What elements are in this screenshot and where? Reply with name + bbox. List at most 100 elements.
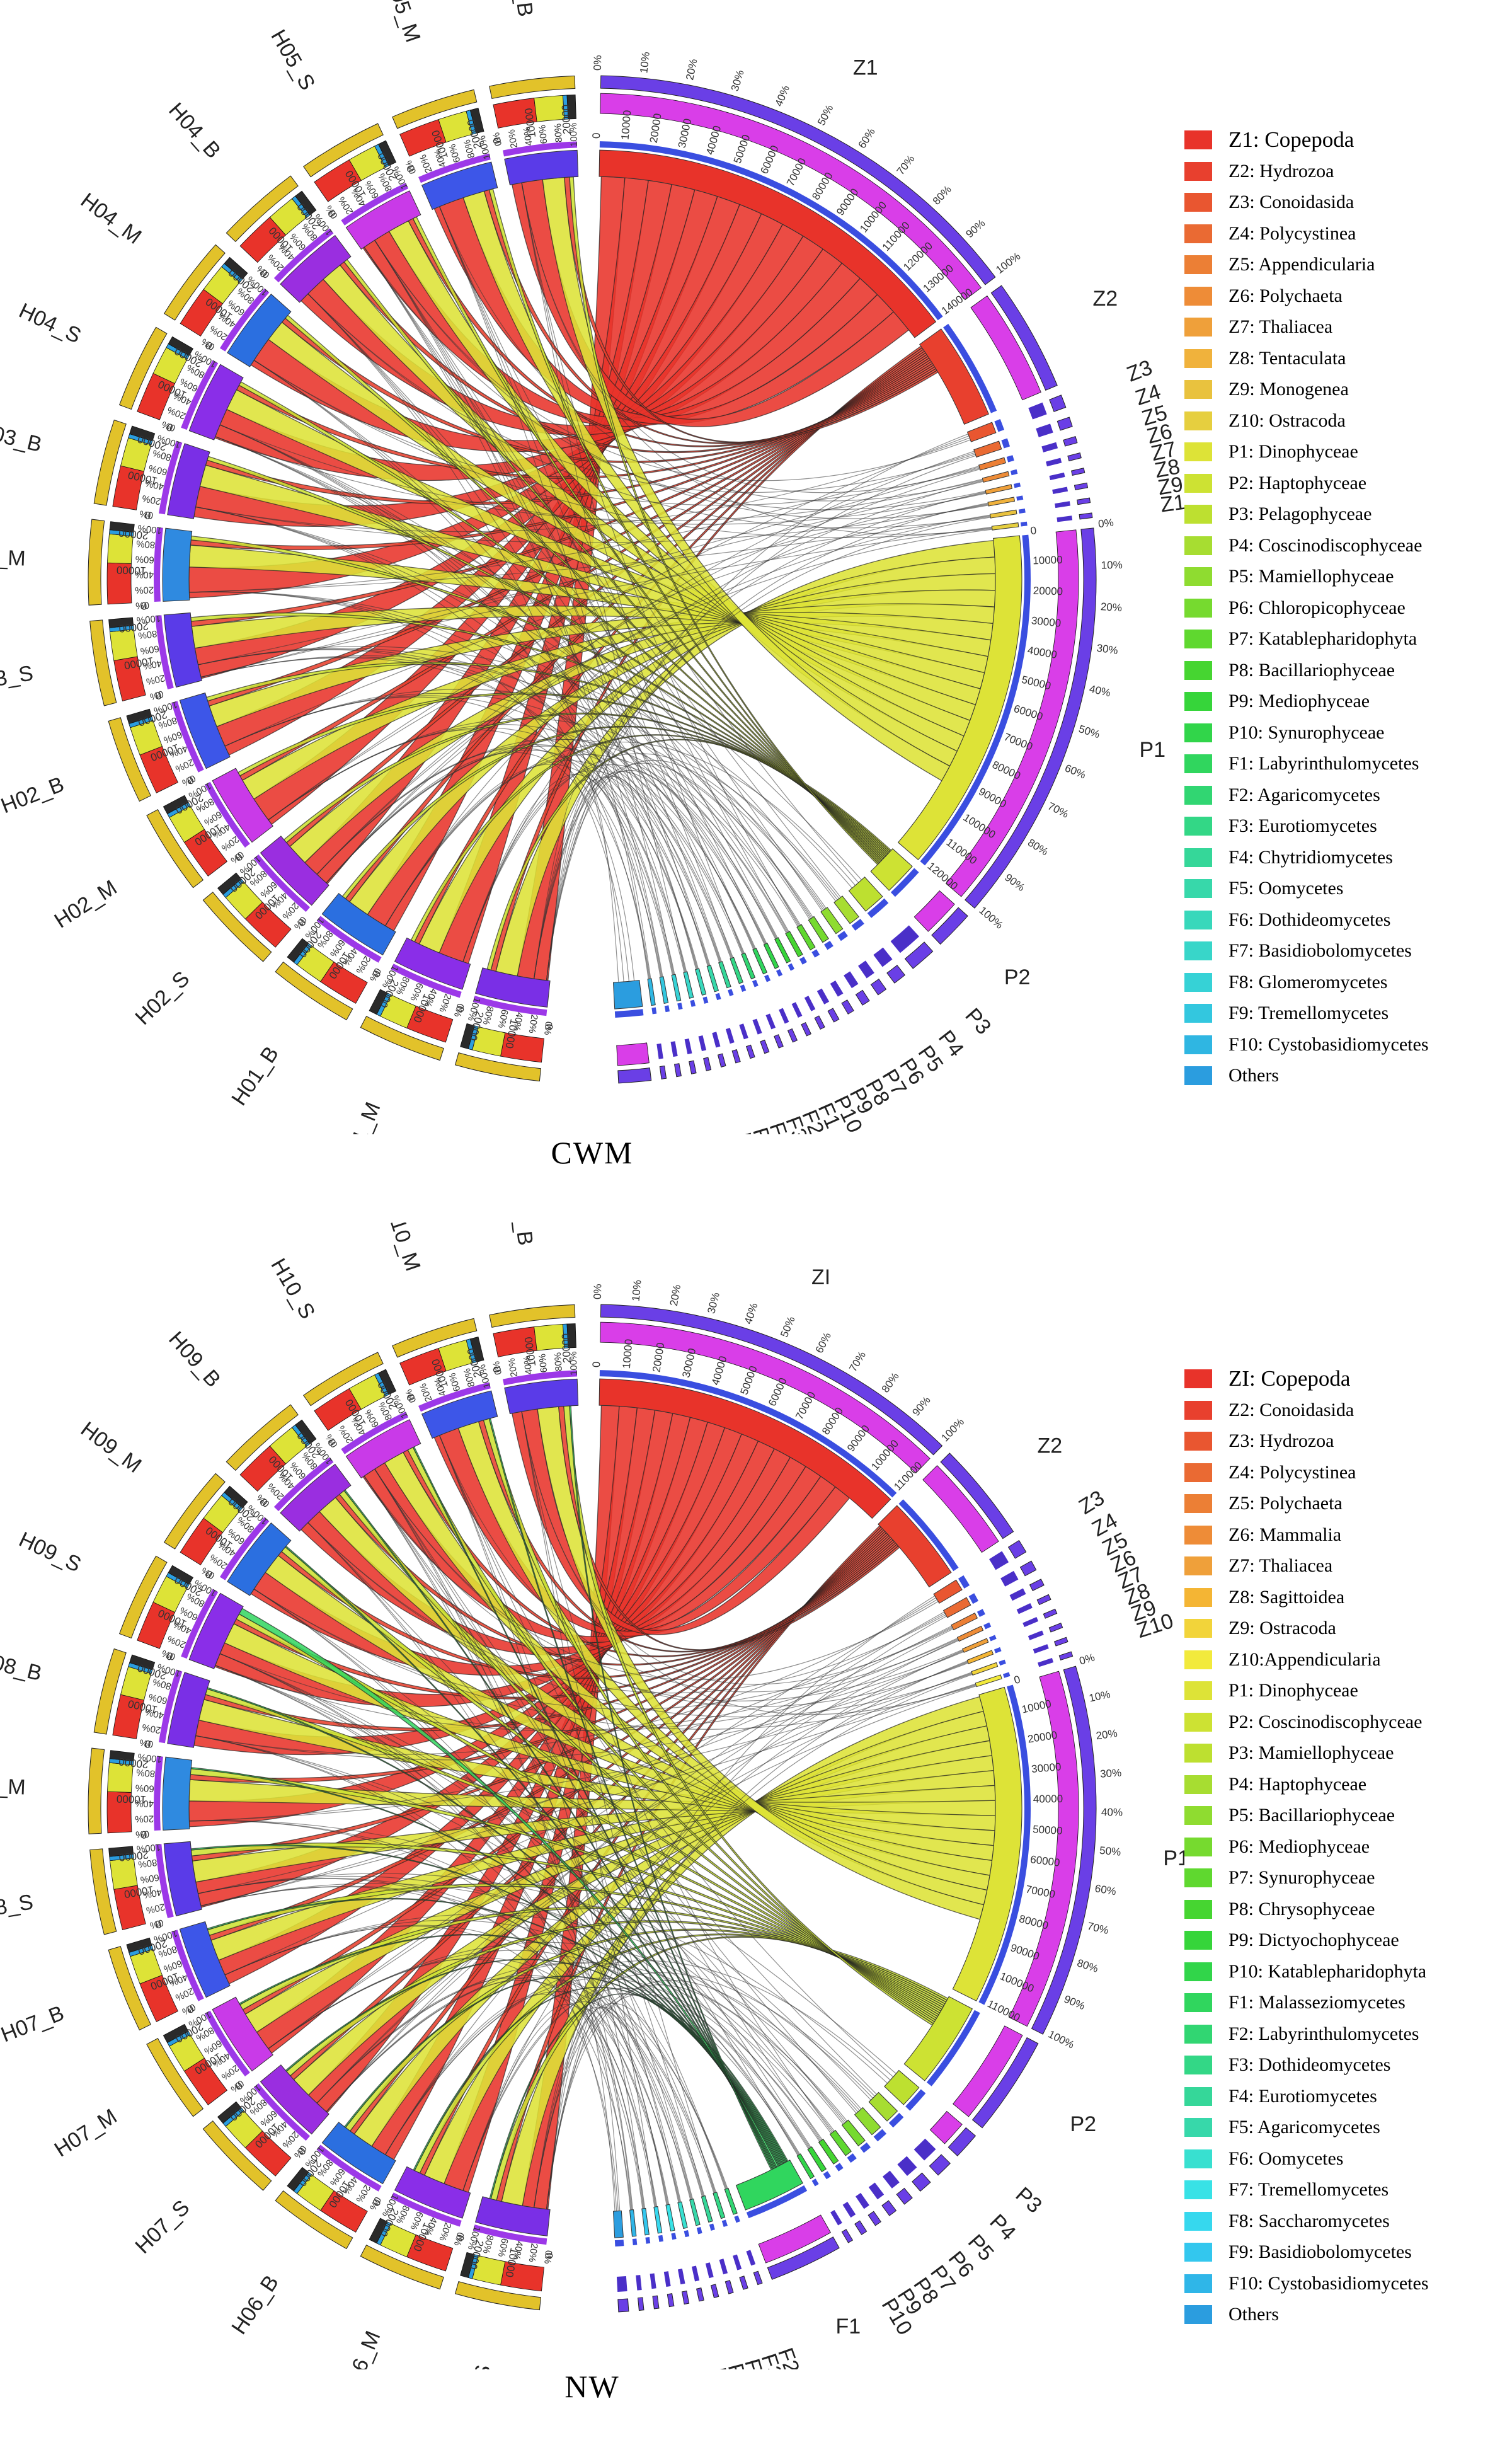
group-label-h08-s: H08_S [0, 1890, 35, 1924]
arc-band-p8 [799, 957, 807, 965]
tick-h10-b-2: 20000 [559, 1333, 573, 1363]
pct-band-z9 [1077, 497, 1091, 505]
group-label-z2: Z2 [1092, 287, 1118, 311]
taxon-stack-p10 [791, 1002, 803, 1018]
chord-line-z9 [189, 1672, 972, 1822]
taxon-stack-f8 [684, 1038, 692, 1054]
pct-band-p10 [841, 2229, 854, 2243]
arc-band-z8 [994, 1647, 1002, 1654]
pct-tick-h10-m-3: 60% [447, 1371, 462, 1393]
legend-item-f5: F5: Oomycetes [1184, 876, 1512, 901]
arc-band-z9 [1018, 508, 1026, 514]
arc-band-h04-m [219, 288, 270, 352]
chord-line-z6 [215, 1638, 958, 1732]
pct-tick-h06-s-4: 80% [481, 2234, 496, 2255]
tick-h03-b-0: 0 [144, 509, 152, 522]
group-label-h09-m: H09_M [76, 1417, 146, 1478]
pct-band-others [617, 1067, 652, 1084]
pct-band-h06-m [360, 2245, 444, 2290]
arc-band-p8 [835, 2163, 844, 2172]
chord-line-p3 [438, 206, 859, 883]
pct-tick-h04-s-1: 20% [166, 404, 187, 421]
chord-line-others [374, 1468, 616, 2212]
arc-band-p10 [776, 969, 783, 977]
arc-band-h05-m [418, 153, 491, 183]
pct-tick-h03-m-0: 0% [135, 599, 150, 611]
arc-f2 [741, 952, 756, 980]
arc-z3 [933, 1579, 963, 1604]
tick-z1-1: 10000 [619, 110, 634, 141]
taxon-stack-zi [600, 1321, 931, 1474]
arc-p3 [884, 2069, 920, 2105]
legend-swatch [1184, 785, 1212, 805]
chord-line-z3 [268, 1597, 936, 2049]
chord-line-p7 [253, 1589, 834, 2132]
arc-band-f2 [734, 2215, 740, 2223]
taxon-stack-p4 [914, 2138, 936, 2161]
pct-band-h04-m [163, 244, 226, 321]
pct-band-z7 [1043, 1608, 1058, 1619]
pct-tick-p1-4: 40% [1101, 1806, 1123, 1818]
pct-tick-z1-9: 90% [910, 1394, 932, 1418]
pct-tick-z1-2: 20% [684, 58, 699, 81]
arc-band-f6 [684, 2229, 690, 2238]
taxon-stack-z4 [1000, 1570, 1019, 1587]
chord-line-z6 [198, 481, 983, 665]
chord-line-p3 [385, 741, 856, 926]
pct-band-z2 [940, 1453, 1014, 1539]
arc-h03-s [163, 612, 202, 688]
arc-band-h01-b [316, 916, 382, 963]
legend-label: P10: Synurophyceae [1228, 722, 1385, 743]
legend-swatch [1184, 630, 1212, 648]
legend-item-p8: P8: Bacillariophyceae [1184, 658, 1512, 683]
legend-label: ZI: Copepoda [1228, 1366, 1351, 1391]
pct-tick-h10-s-0: 0% [323, 1432, 340, 1450]
pct-tick-h08-b-2: 40% [144, 1706, 165, 1721]
chord-line-f7 [189, 1820, 669, 2205]
legend-label: Others [1228, 2304, 1279, 2325]
pct-band-p1 [965, 527, 1097, 909]
legend-swatch [1184, 2211, 1212, 2231]
chord-diagram-nw: ZIZ2Z3Z4Z5Z6Z7Z8Z9Z10P1P2P3P4P5P6P7P8P9P… [0, 1222, 1184, 2369]
group-label-h09-b: H09_B [164, 1327, 225, 1392]
chord-line-z8 [195, 1662, 968, 1761]
chord-line-z6 [438, 206, 983, 502]
taxon-stack-z3 [1028, 402, 1047, 420]
taxon-stack-p3 [890, 925, 919, 953]
legend-label: F2: Labyrinthulomycetes [1228, 2023, 1419, 2044]
arc-band-h02-b [171, 701, 204, 773]
pct-tick-h07-m-0: 0% [229, 2078, 246, 2095]
tick-h08-b-0: 0 [144, 1738, 152, 1751]
chord-line-z9 [534, 517, 991, 979]
arc-p7 [796, 924, 816, 951]
group-label-z9: Z9 [1156, 472, 1184, 500]
arc-band-h07-m [204, 2010, 250, 2077]
group-label-h05-b: H05_B [506, 0, 537, 18]
sample-stack-h09-m-3 [224, 1485, 248, 1509]
arc-h09-s [188, 1592, 244, 1669]
pct-band-f3 [760, 1039, 770, 1054]
tick-p1-3: 30000 [1031, 1761, 1062, 1775]
pct-band-z10 [1058, 1651, 1074, 1661]
pct-tick-h09-b-0: 0% [255, 1492, 272, 1509]
pct-tick-h04-m-0: 0% [200, 336, 217, 352]
legend-label: Z2: Conoidasida [1228, 1399, 1354, 1420]
arc-p9 [807, 2146, 827, 2173]
pct-tick-h05-b-3: 60% [537, 124, 549, 144]
arc-band-h09-s [181, 1589, 219, 1659]
chord-line-p10 [546, 769, 767, 981]
legend-label: Z3: Hydrozoa [1228, 1430, 1334, 1451]
pct-tick-h03-s-2: 40% [142, 658, 163, 672]
chord-line-z6 [198, 1640, 959, 1894]
group-arcs [88, 75, 1097, 1084]
arc-band-f3 [721, 2219, 728, 2227]
pct-band-h07-s [202, 2120, 272, 2191]
arc-h04-s [188, 364, 244, 440]
chord-line-f2 [307, 1522, 727, 2189]
group-label-f1: F1 [835, 2315, 861, 2339]
arc-others [612, 980, 643, 1010]
group-label-z1: Z1 [853, 56, 878, 80]
pct-tick-h03-b-4: 80% [151, 447, 173, 463]
chord-line-f6 [534, 776, 697, 979]
pct-band-h01-b [275, 961, 353, 1021]
